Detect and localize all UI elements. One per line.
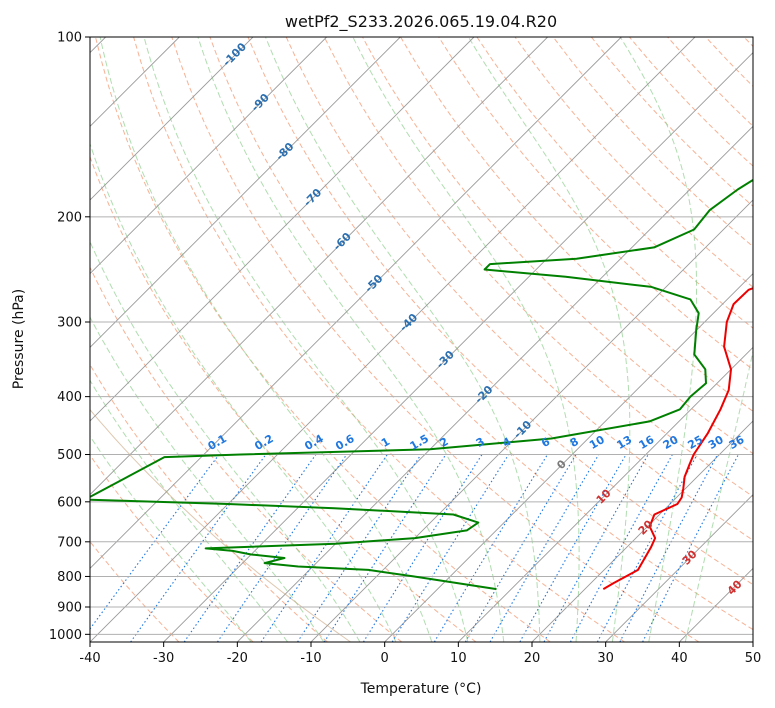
x-tick-label: -20	[227, 651, 248, 666]
isotherm	[605, 494, 753, 642]
dry-adiabat	[285, 37, 753, 541]
frost-curve	[90, 408, 351, 642]
dry-adiabat	[133, 37, 625, 642]
dry-adiabat	[90, 155, 477, 642]
dry-adiabat	[95, 37, 551, 642]
y-tick-label: 100	[57, 31, 82, 46]
mixing-ratio-line	[183, 454, 317, 642]
moist-adiabat	[90, 142, 397, 642]
x-tick-label: 40	[671, 651, 688, 666]
x-tick-label: -40	[79, 651, 100, 666]
y-tick-label: 1000	[49, 628, 82, 643]
y-tick-label: 300	[57, 315, 82, 330]
mixing-ratio-line	[519, 454, 627, 642]
isotherm	[237, 125, 753, 642]
mixing-ratio-line	[489, 454, 600, 642]
x-tick-label: 0	[381, 651, 389, 666]
isotherm	[310, 199, 753, 642]
y-axis: 100 200 300 400 500 600 700 800 900 1000	[49, 31, 90, 643]
moist-adiabat	[619, 37, 697, 642]
y-axis-title: Pressure (hPa)	[11, 289, 27, 389]
y-tick-label: 400	[57, 390, 82, 405]
isotherm	[531, 420, 753, 642]
isotherm	[90, 37, 475, 422]
mixing-ratio-line	[433, 454, 548, 642]
chart-title: wetPf2_S233.2026.065.19.04.R20	[285, 12, 557, 32]
dry-adiabat	[90, 266, 403, 642]
dry-adiabat	[438, 37, 753, 371]
isotherm	[90, 37, 622, 569]
isotherm	[90, 37, 696, 642]
x-axis: -40 -30 -20 -10 0 10 20 30 40 50	[79, 642, 761, 666]
profile-lines	[90, 178, 753, 591]
x-tick-label: -10	[300, 651, 321, 666]
dry-adiabat	[514, 37, 753, 288]
moist-adiabat	[143, 37, 469, 642]
dry-adiabat	[209, 37, 753, 631]
y-tick-label: 200	[57, 210, 82, 225]
dry-adiabat	[90, 454, 254, 642]
isotherm	[90, 37, 327, 275]
moist-adiabat	[352, 37, 580, 642]
y-tick-label: 800	[57, 570, 82, 585]
mixing-ratio-line	[323, 454, 447, 642]
isotherm	[90, 37, 401, 348]
x-tick-label: -30	[153, 651, 174, 666]
dry-adiabat	[90, 540, 180, 642]
background-lines	[90, 37, 753, 642]
pressure-gridlines	[90, 37, 753, 635]
y-tick-label: 900	[57, 600, 82, 615]
isotherm	[90, 37, 254, 201]
x-tick-label: 20	[524, 651, 541, 666]
mixing-ratio-line	[596, 454, 698, 642]
temperature-profile	[602, 287, 753, 590]
isotherm	[90, 37, 548, 496]
dry-adiabat	[90, 363, 328, 642]
x-axis-title: Temperature (°C)	[360, 681, 482, 697]
mixing-ratio-line	[216, 454, 348, 642]
mixing-ratio-line	[130, 454, 267, 642]
moist-adiabat	[99, 37, 433, 642]
moist-adiabat	[90, 435, 252, 642]
isotherm	[163, 52, 753, 642]
x-tick-label: 30	[597, 651, 614, 666]
plot-frame	[89, 36, 754, 643]
x-tick-label: 10	[450, 651, 467, 666]
mixing-ratio-line	[260, 454, 388, 642]
mixing-ratio-line	[90, 454, 220, 630]
moist-adiabat	[90, 240, 361, 642]
x-tick-label: 50	[745, 651, 762, 666]
mixing-ratio-line	[297, 454, 422, 642]
moist-adiabat	[467, 37, 631, 642]
dry-adiabat	[362, 37, 753, 455]
mixing-ratio-line	[569, 454, 673, 642]
y-tick-label: 500	[57, 448, 82, 463]
y-tick-label: 600	[57, 495, 82, 510]
mixing-ratio-line	[464, 454, 577, 642]
moist-adiabat	[90, 379, 289, 642]
dry-adiabat	[247, 37, 753, 586]
dry-adiabat	[171, 37, 700, 642]
dewpoint-profile	[90, 178, 753, 591]
y-tick-label: 700	[57, 535, 82, 550]
isotherm	[384, 273, 753, 642]
isotherm	[458, 346, 753, 642]
moist-adiabat	[265, 37, 541, 642]
